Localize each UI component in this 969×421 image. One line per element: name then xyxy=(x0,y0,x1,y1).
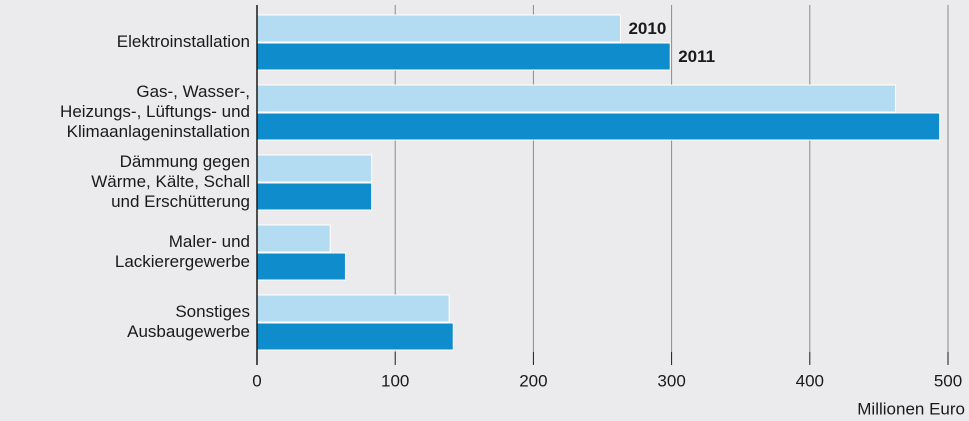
bar xyxy=(256,182,373,211)
bar xyxy=(256,14,621,43)
category-label: Elektroinstallation xyxy=(116,32,250,51)
x-tick-label: 200 xyxy=(519,371,547,390)
legend-label: 2011 xyxy=(678,47,715,66)
bar xyxy=(256,294,450,323)
x-axis-label: Millionen Euro xyxy=(857,399,965,418)
bar xyxy=(256,252,346,281)
category-label: Sonstiges Ausbaugewerbe xyxy=(127,302,250,341)
x-tick-label: 0 xyxy=(252,371,261,390)
category-label: Maler- und Lackierergewerbe xyxy=(114,232,250,271)
x-tick-label: 100 xyxy=(381,371,409,390)
x-tick-label: 400 xyxy=(796,371,824,390)
x-tick-label: 300 xyxy=(657,371,685,390)
category-label: Gas-, Wasser-, Heizungs-, Lüftungs- und … xyxy=(60,82,250,141)
x-tick-label: 500 xyxy=(934,371,962,390)
bar xyxy=(256,322,454,351)
bar xyxy=(256,112,941,141)
bar xyxy=(256,42,671,71)
bar xyxy=(256,84,896,113)
bar xyxy=(256,154,373,183)
category-label: Dämmung gegen Wärme, Kälte, Schall und E… xyxy=(91,152,250,211)
legend-label: 2010 xyxy=(628,19,666,38)
bar xyxy=(256,224,331,253)
